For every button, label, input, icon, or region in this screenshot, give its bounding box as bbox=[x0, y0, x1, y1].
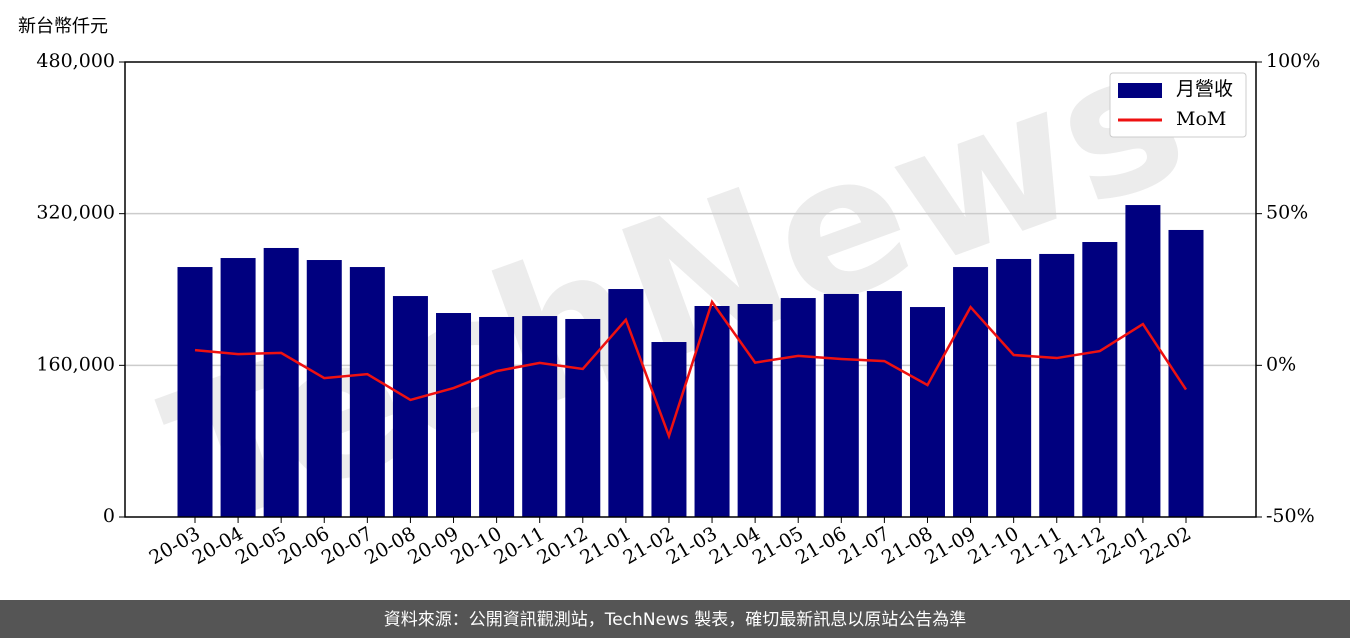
y-tick-label: 160,000 bbox=[36, 353, 115, 375]
mom-line bbox=[194, 299, 1188, 440]
bar bbox=[306, 260, 342, 517]
bar bbox=[1125, 205, 1161, 517]
y-tick-label: 480,000 bbox=[36, 50, 115, 72]
bar bbox=[651, 342, 687, 517]
bar bbox=[953, 267, 989, 517]
bar bbox=[996, 258, 1032, 517]
bar bbox=[565, 318, 601, 517]
legend-swatch bbox=[1118, 83, 1162, 98]
bar bbox=[392, 296, 428, 517]
y2-tick-label: 100% bbox=[1266, 50, 1320, 72]
bar bbox=[436, 313, 472, 517]
y2-tick-label: 0% bbox=[1266, 353, 1296, 375]
bar bbox=[909, 307, 945, 517]
bar bbox=[823, 293, 859, 517]
bar bbox=[608, 289, 644, 517]
y-tick-label: 0 bbox=[103, 505, 115, 527]
bar bbox=[522, 316, 558, 517]
y2-tick-label: -50% bbox=[1266, 505, 1315, 527]
bar bbox=[220, 258, 256, 517]
y-axis-label: 新台幣仟元 bbox=[18, 16, 108, 37]
bar bbox=[177, 267, 213, 517]
y2-tick-label: 50% bbox=[1266, 202, 1308, 224]
legend-label: 月營收 bbox=[1176, 78, 1233, 100]
y-tick-label: 320,000 bbox=[36, 202, 115, 224]
source-note: 資料來源：公開資訊觀測站，TechNews 製表，確切最新訊息以原站公告為準 bbox=[384, 610, 966, 630]
bar bbox=[1039, 253, 1075, 517]
bar bbox=[1168, 229, 1204, 518]
bar bbox=[479, 316, 515, 517]
footer-band bbox=[0, 600, 1350, 638]
bar bbox=[866, 291, 902, 517]
bar bbox=[349, 267, 385, 517]
legend-label: MoM bbox=[1176, 108, 1226, 130]
bar bbox=[780, 298, 816, 517]
plot-frame bbox=[124, 61, 1257, 518]
bar bbox=[737, 304, 773, 517]
bar bbox=[1082, 242, 1118, 517]
x-tick-label: 22-02 bbox=[1137, 523, 1195, 569]
bar bbox=[263, 247, 299, 517]
